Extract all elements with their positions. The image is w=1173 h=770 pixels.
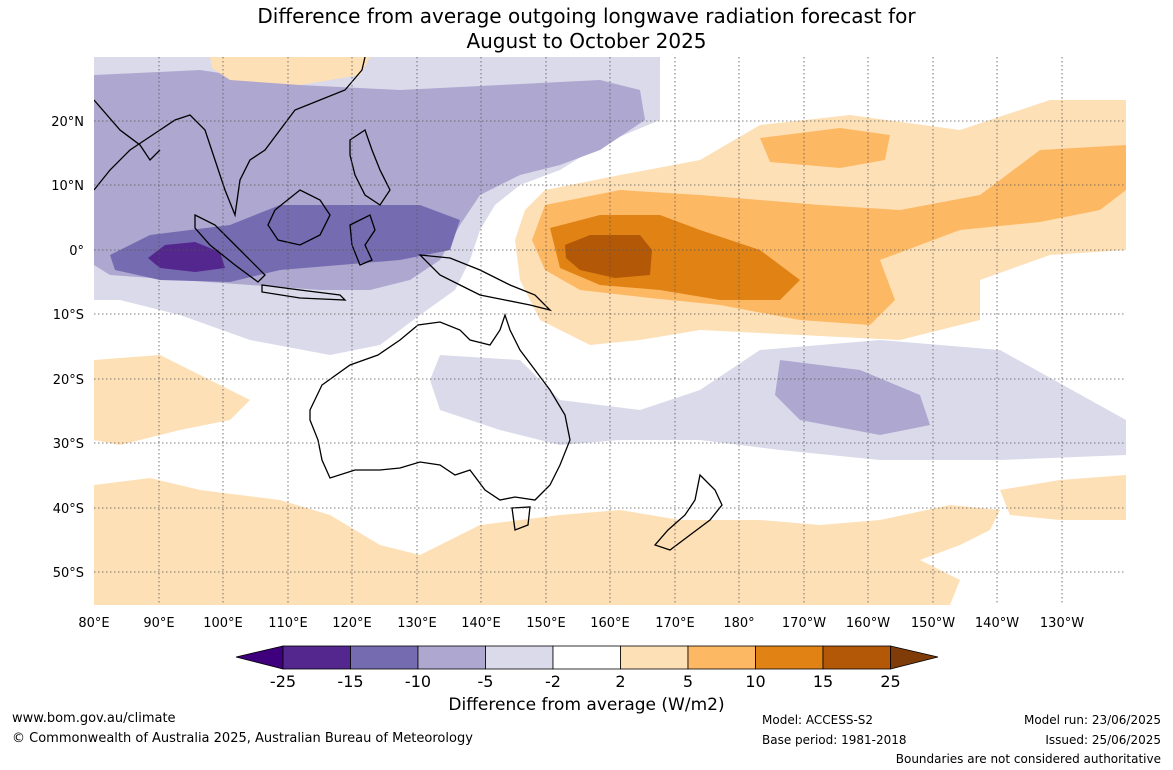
colorbar-tick-label: 25 bbox=[880, 672, 900, 691]
colorbar-segment bbox=[687, 645, 756, 670]
colorbar-tick-label: -15 bbox=[337, 672, 363, 691]
colorbar-over-arrow bbox=[890, 645, 939, 670]
lon-label: 130°E bbox=[397, 616, 437, 631]
colorbar-segment bbox=[552, 645, 621, 670]
lon-label: 110°E bbox=[268, 616, 308, 631]
colorbar-under-arrow bbox=[235, 645, 284, 670]
lat-label: 20°N bbox=[51, 115, 84, 130]
model-name: Model: ACCESS-S2 bbox=[762, 713, 874, 727]
graticule bbox=[94, 57, 1126, 605]
lat-label: 30°S bbox=[53, 437, 84, 452]
java-coastline bbox=[261, 284, 347, 301]
title-line-1: Difference from average outgoing longwav… bbox=[257, 4, 916, 28]
lon-label: 90°E bbox=[143, 616, 174, 631]
positive-region-light-east-south bbox=[1000, 475, 1126, 520]
tasmania-coastline bbox=[511, 506, 531, 531]
title-line-2: August to October 2025 bbox=[466, 29, 707, 53]
lon-label: 130°W bbox=[1040, 616, 1084, 631]
lat-label: 20°S bbox=[53, 373, 84, 388]
borneo-coastline bbox=[267, 189, 331, 246]
lat-label: 10°N bbox=[51, 179, 84, 194]
lon-label: 120°E bbox=[332, 616, 372, 631]
philippines-coastline bbox=[349, 128, 391, 206]
base-period: Base period: 1981-2018 bbox=[762, 733, 907, 747]
lon-label: 140°W bbox=[975, 616, 1019, 631]
colorbar-tick-label: 15 bbox=[813, 672, 833, 691]
india-coastline bbox=[94, 99, 161, 162]
lon-label: 160°W bbox=[846, 616, 890, 631]
positive-anomaly-regions bbox=[94, 57, 1126, 605]
website-link[interactable]: www.bom.gov.au/climate bbox=[12, 711, 176, 726]
colorbar-label: Difference from average (W/m2) bbox=[448, 695, 725, 715]
boundaries-disclaimer: Boundaries are not considered authoritat… bbox=[895, 752, 1161, 766]
longitude-labels: 80°E 90°E 100°E 110°E 120°E 130°E 140°E … bbox=[78, 616, 1084, 631]
lat-label: 40°S bbox=[53, 502, 84, 517]
lon-label: 170°W bbox=[782, 616, 826, 631]
colorbar-tick-label: 10 bbox=[745, 672, 765, 691]
colorbar-segment bbox=[350, 645, 419, 670]
model-run-date: Model run: 23/06/2025 bbox=[1023, 713, 1161, 727]
lon-label: 170°E bbox=[655, 616, 695, 631]
lat-label: 50°S bbox=[53, 566, 84, 581]
map-title: Difference from average outgoing longwav… bbox=[0, 4, 1173, 54]
positive-region-mid-north bbox=[760, 128, 890, 168]
positive-region-light-southern-ocean bbox=[94, 478, 1000, 605]
colorbar-tick-label: 5 bbox=[683, 672, 693, 691]
colorbar-segment bbox=[620, 645, 689, 670]
lon-label: 150°W bbox=[911, 616, 955, 631]
australia-coastline bbox=[309, 312, 571, 501]
colorbar-tick-label: -2 bbox=[545, 672, 561, 691]
colorbar-tick-label: -5 bbox=[478, 672, 494, 691]
map-field bbox=[94, 57, 1126, 605]
copyright-text: © Commonwealth of Australia 2025, Austra… bbox=[12, 731, 473, 746]
colorbar-segment bbox=[822, 645, 891, 670]
lon-label: 150°E bbox=[526, 616, 566, 631]
lon-label: 160°E bbox=[590, 616, 630, 631]
colorbar: -25 -15 -10 -5 -2 2 5 10 15 25 bbox=[235, 645, 939, 691]
colorbar-segment bbox=[282, 645, 351, 670]
colorbar-tick-label: 2 bbox=[615, 672, 625, 691]
lat-label: 10°S bbox=[53, 308, 84, 323]
negative-region-darkest bbox=[148, 242, 225, 272]
colorbar-tick-label: -10 bbox=[405, 672, 431, 691]
positive-region-light-southwest bbox=[94, 355, 250, 445]
lon-label: 140°E bbox=[461, 616, 501, 631]
colorbar-segment bbox=[755, 645, 824, 670]
positive-region-strongest bbox=[565, 235, 652, 278]
negative-region-light-south bbox=[430, 340, 1126, 460]
colorbar-segment bbox=[417, 645, 486, 670]
issued-date: Issued: 25/06/2025 bbox=[1045, 733, 1161, 747]
lat-label: 0° bbox=[69, 244, 84, 259]
lon-label: 100°E bbox=[203, 616, 243, 631]
latitude-labels: 20°N 10°N 0° 10°S 20°S 30°S 40°S 50°S bbox=[51, 115, 84, 581]
negative-region-mid-south bbox=[775, 360, 930, 435]
asia-coastline bbox=[94, 57, 366, 218]
colorbar-segment bbox=[485, 645, 554, 670]
lon-label: 180° bbox=[723, 616, 754, 631]
sulawesi-coastline bbox=[349, 214, 376, 266]
positive-region-light-northwest bbox=[210, 57, 370, 85]
coastlines bbox=[94, 57, 723, 551]
lon-label: 80°E bbox=[78, 616, 109, 631]
colorbar-tick-label: -25 bbox=[270, 672, 296, 691]
new-guinea-coastline bbox=[418, 254, 553, 312]
new-zealand-coastline bbox=[653, 473, 723, 551]
